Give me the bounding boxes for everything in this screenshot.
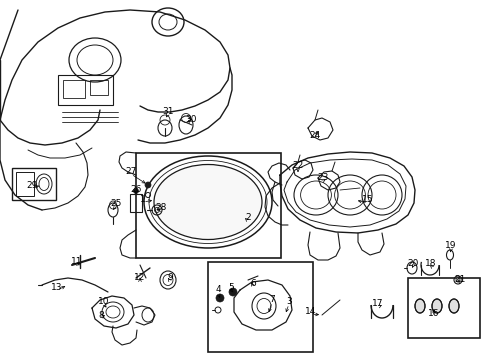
Text: 6: 6 [250, 279, 255, 288]
Text: 20: 20 [407, 258, 418, 267]
Ellipse shape [154, 165, 262, 239]
Text: 5: 5 [228, 283, 233, 292]
Text: 16: 16 [427, 310, 439, 319]
Text: 19: 19 [445, 242, 456, 251]
Text: 25: 25 [110, 198, 122, 207]
Text: 7: 7 [268, 294, 274, 303]
Text: 8: 8 [98, 310, 103, 320]
Bar [207, 262, 312, 352]
Ellipse shape [455, 278, 459, 282]
Text: 9: 9 [167, 274, 173, 283]
Text: 28: 28 [155, 202, 166, 211]
Text: 13: 13 [51, 283, 62, 292]
Text: 14: 14 [305, 306, 316, 315]
Text: 21: 21 [453, 274, 465, 284]
Text: 2: 2 [244, 213, 250, 222]
Ellipse shape [133, 189, 138, 194]
Text: 1: 1 [140, 194, 145, 203]
Ellipse shape [431, 299, 441, 313]
Bar [130, 194, 142, 212]
Bar [16, 172, 34, 196]
Text: 30: 30 [185, 116, 196, 125]
Ellipse shape [228, 288, 237, 296]
Bar [90, 80, 108, 95]
Text: 11: 11 [71, 256, 82, 266]
Bar [407, 278, 479, 338]
Bar [12, 168, 56, 200]
Text: 23: 23 [317, 174, 328, 183]
Bar [63, 80, 85, 98]
Text: 12: 12 [134, 274, 145, 283]
Text: 31: 31 [162, 107, 173, 116]
Text: 4: 4 [215, 285, 221, 294]
Text: 18: 18 [425, 258, 436, 267]
Text: 15: 15 [362, 195, 373, 204]
Text: 29: 29 [26, 180, 38, 189]
Bar [58, 75, 113, 105]
Text: 22: 22 [292, 161, 303, 170]
Text: 3: 3 [285, 297, 291, 306]
Text: 17: 17 [371, 300, 383, 309]
Text: 27: 27 [125, 166, 137, 175]
Text: 26: 26 [130, 184, 142, 194]
Ellipse shape [216, 294, 224, 302]
Text: 24: 24 [309, 131, 320, 140]
Ellipse shape [414, 299, 424, 313]
Bar [136, 153, 281, 258]
Ellipse shape [448, 299, 458, 313]
Ellipse shape [145, 182, 151, 188]
Text: 10: 10 [98, 297, 109, 306]
